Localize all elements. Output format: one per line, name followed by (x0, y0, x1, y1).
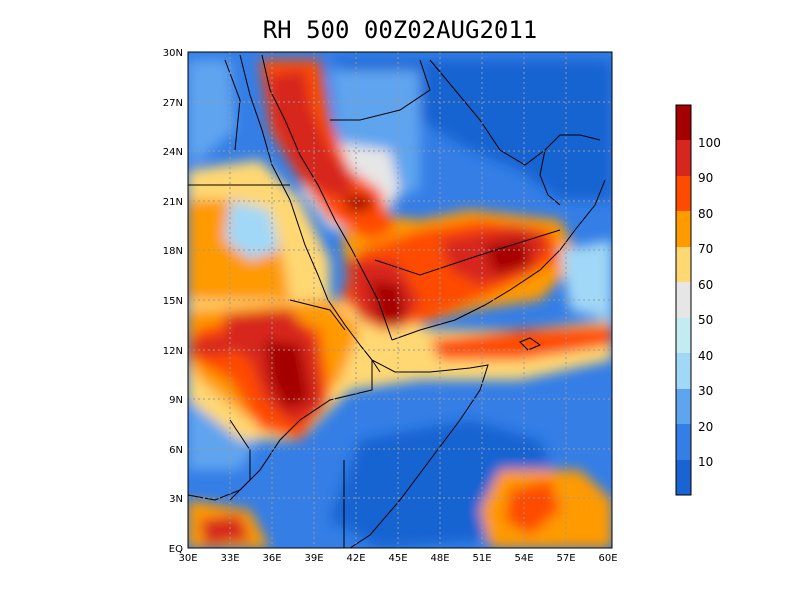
lat-label: 30N (163, 48, 183, 59)
colorbar-swatch (676, 389, 691, 424)
coast-horn-africa (349, 359, 489, 548)
lon-label: 54E (514, 553, 533, 564)
lon-label: 33E (220, 553, 239, 564)
lon-label: 60E (598, 553, 617, 564)
rh-region-ethiopia-100 (265, 340, 310, 410)
colorbar-swatch (676, 460, 691, 495)
lat-label: 24N (163, 147, 183, 158)
lat-label: 9N (169, 395, 183, 406)
lon-label: 57E (556, 553, 575, 564)
colorbar-label: 20 (698, 420, 713, 434)
colorbar-frame (675, 104, 692, 496)
lon-label: 42E (346, 553, 365, 564)
colorbar-swatch (676, 318, 691, 353)
lat-label: 27N (163, 98, 183, 109)
lat-label: 15N (163, 296, 183, 307)
colorbar-label: 30 (698, 384, 713, 398)
colorbar: 100 90 80 70 60 50 40 30 20 10 (675, 104, 721, 496)
rh-region-equator-west-90 (200, 515, 250, 545)
map-plot-area (188, 52, 612, 548)
colorbar-swatch (676, 247, 691, 282)
plot-frame (187, 51, 613, 549)
rh-region-oman-100 (485, 240, 530, 275)
coast-arabia-south (391, 179, 606, 341)
grid-lines (188, 52, 612, 548)
colorbar-swatch (676, 353, 691, 389)
lon-label: 39E (304, 553, 323, 564)
chart-title: RH 500 00Z02AUG2011 (262, 16, 538, 44)
lon-label: 30E (178, 553, 197, 564)
lon-label: 51E (472, 553, 491, 564)
border-south-sudan (229, 419, 251, 501)
rh-region-sudan-dry-patch (225, 200, 280, 260)
border-ethiopia (188, 344, 373, 501)
colorbar-swatch (676, 211, 691, 247)
colorbar-label: 80 (698, 207, 713, 221)
border-eritrea (289, 299, 346, 331)
lat-label: EQ (169, 544, 183, 555)
lat-label: 21N (163, 197, 183, 208)
colorbar-label: 40 (698, 349, 713, 363)
colorbar-label: 10 (698, 455, 713, 469)
colorbar-label: 100 (698, 136, 721, 150)
coast-red-sea-east (261, 54, 393, 341)
colorbar-swatch (676, 176, 691, 211)
lon-label: 45E (388, 553, 407, 564)
lat-axis: 30N 27N 24N 21N 18N 15N 12N 9N 6N 3N EQ (163, 48, 183, 555)
rh-region-egypt (188, 60, 235, 160)
colorbar-label: 70 (698, 242, 713, 256)
colorbar-swatch (676, 282, 691, 318)
island-socotra (519, 337, 542, 351)
rh-region-equator-east-80 (505, 480, 560, 535)
coast-persian-gulf (429, 59, 601, 166)
colorbar-swatch (676, 105, 691, 140)
colorbar-label: 50 (698, 313, 713, 327)
colorbar-label: 60 (698, 278, 713, 292)
rh-region-yemen-100 (370, 280, 405, 325)
colorbar-swatch (676, 424, 691, 460)
border-saudi-north (330, 59, 431, 121)
lon-label: 48E (430, 553, 449, 564)
coastlines (188, 54, 606, 548)
lon-label: 36E (262, 553, 281, 564)
rh-region-hejaz-100 (345, 195, 372, 212)
lat-label: 6N (169, 445, 183, 456)
lat-label: 3N (169, 494, 183, 505)
colorbar-swatch (676, 140, 691, 176)
lat-label: 18N (163, 246, 183, 257)
coast-qatar-uae (539, 149, 561, 206)
lon-axis: 30E 33E 36E 39E 42E 45E 48E 51E 54E 57E … (178, 553, 617, 564)
lat-label: 12N (163, 346, 183, 357)
colorbar-label: 90 (698, 171, 713, 185)
